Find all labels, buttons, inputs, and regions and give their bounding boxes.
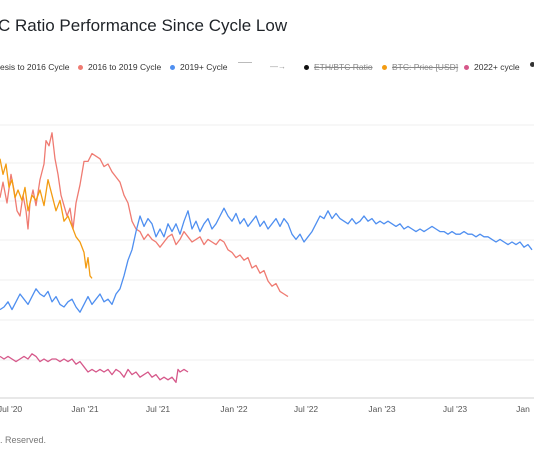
x-tick-label: Jan '23: [368, 404, 395, 414]
legend-item-2016[interactable]: 2016 to 2019 Cycle: [78, 62, 161, 72]
x-tick-label: Jul '21: [146, 404, 171, 414]
legend-item-ethbtc[interactable]: ETH/BTC Ratio: [304, 62, 373, 72]
series-line-2016-to-2019-cycle: [0, 132, 289, 298]
legend-dash-icon: [238, 62, 252, 63]
legend-item-2019[interactable]: 2019+ Cycle: [170, 62, 228, 72]
legend-label: esis to 2016 Cycle: [0, 62, 70, 72]
series-line-2019-cycle: [0, 207, 533, 313]
legend-label: ETH/BTC Ratio: [314, 62, 373, 72]
x-tick-label: Jan '21: [71, 404, 98, 414]
x-tick-label: Jul '23: [443, 404, 468, 414]
x-tick-label: Jan: [516, 404, 530, 414]
legend-label: 2022+ cycle: [474, 62, 520, 72]
arrow-right-icon: —→: [270, 62, 286, 71]
chart-title: C Ratio Performance Since Cycle Low: [0, 16, 288, 35]
legend-item-dash[interactable]: [238, 62, 256, 63]
x-tick-label: Jan '22: [220, 404, 247, 414]
legend-dot: [530, 62, 534, 67]
legend: esis to 2016 Cycle 2016 to 2019 Cycle 20…: [0, 62, 534, 76]
legend-item-btc-price[interactable]: BTC: Price [USD]: [382, 62, 458, 72]
series-line-btc-price-usd-: [0, 158, 93, 279]
legend-label: 2016 to 2019 Cycle: [88, 62, 162, 72]
legend-dot: [382, 64, 387, 70]
legend-dot: [78, 64, 83, 70]
series-lines: [0, 132, 533, 384]
legend-label: 2019+ Cycle: [180, 62, 228, 72]
x-tick-label: Jul '20: [0, 404, 22, 414]
footer-copyright: . Reserved.: [0, 435, 47, 445]
legend-item-2022[interactable]: 2022+ cycle: [464, 62, 520, 72]
legend-item-genesis[interactable]: esis to 2016 Cycle: [0, 62, 69, 72]
gridlines: [0, 124, 534, 361]
legend-item-arrow[interactable]: —→: [270, 62, 286, 71]
x-axis-ticks: Jul '20 Jan '21 Jul '21 Jan '22 Jul '22 Jan '…: [0, 404, 530, 414]
legend-dot: [464, 64, 469, 70]
legend-item-overflow[interactable]: [530, 62, 534, 67]
x-tick-label: Jul '22: [294, 404, 319, 414]
legend-label: BTC: Price [USD]: [392, 62, 459, 72]
series-line-2022-cycle: [0, 353, 189, 384]
legend-dot: [304, 64, 309, 70]
legend-dot: [170, 64, 175, 70]
